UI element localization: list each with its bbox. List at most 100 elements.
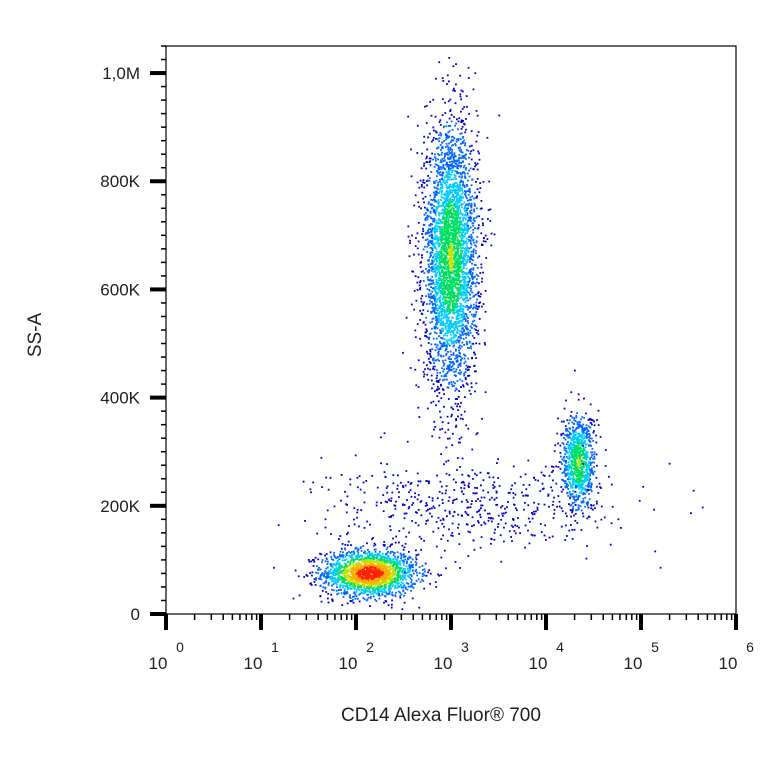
event-point <box>465 336 467 339</box>
event-point <box>377 594 380 597</box>
event-point <box>472 268 475 271</box>
event-point <box>426 155 428 158</box>
event-point <box>451 252 454 255</box>
event-point <box>332 589 335 592</box>
event-point <box>447 100 450 103</box>
event-point <box>475 382 478 385</box>
event-point <box>465 118 467 120</box>
event-point <box>442 317 445 320</box>
event-point <box>452 354 455 356</box>
event-point <box>378 566 381 568</box>
event-point <box>459 369 461 372</box>
event-point <box>475 331 478 334</box>
event-point <box>435 248 438 251</box>
event-point <box>442 237 445 240</box>
event-point <box>462 135 465 138</box>
event-point <box>460 254 462 257</box>
event-point <box>445 230 448 233</box>
event-point <box>368 574 370 576</box>
event-point <box>385 557 387 560</box>
event-point <box>416 152 419 154</box>
event-point <box>462 285 465 287</box>
event-point <box>423 201 425 204</box>
event-point <box>407 585 410 588</box>
event-point <box>449 212 452 214</box>
event-point <box>390 582 393 585</box>
event-point <box>435 319 437 322</box>
event-point <box>330 556 333 558</box>
event-point <box>470 382 473 385</box>
event-point <box>380 567 383 570</box>
event-point <box>347 581 350 584</box>
event-point <box>460 413 463 416</box>
event-point <box>427 201 430 204</box>
event-point <box>437 237 439 240</box>
event-point <box>435 326 438 329</box>
event-point <box>336 583 338 586</box>
event-point <box>369 557 372 560</box>
event-point <box>406 562 408 565</box>
event-point <box>462 318 465 320</box>
event-point <box>457 271 460 273</box>
event-point <box>347 588 349 591</box>
event-point <box>370 583 373 585</box>
event-point <box>469 297 472 300</box>
event-point <box>436 260 439 263</box>
event-point <box>335 557 338 559</box>
event-point <box>386 577 388 579</box>
event-point <box>477 275 480 277</box>
event-point <box>421 565 424 567</box>
event-point <box>396 556 399 559</box>
event-point <box>335 566 338 569</box>
event-point <box>436 138 439 141</box>
event-point <box>449 191 451 193</box>
event-point <box>434 153 436 156</box>
event-point <box>459 95 462 98</box>
event-point <box>465 299 468 302</box>
event-point <box>467 220 469 222</box>
event-point <box>398 586 400 588</box>
event-point <box>376 566 379 569</box>
event-point <box>479 295 482 298</box>
event-point <box>349 600 352 602</box>
event-point <box>403 556 406 559</box>
event-point <box>456 356 459 359</box>
event-point <box>455 217 458 220</box>
event-point <box>461 323 464 325</box>
event-point <box>453 329 456 332</box>
event-point <box>439 173 441 176</box>
event-point <box>444 271 447 274</box>
event-point <box>444 256 447 259</box>
event-point <box>473 263 476 266</box>
event-point <box>472 88 475 91</box>
event-point <box>372 555 375 558</box>
event-point <box>437 266 439 269</box>
event-point <box>445 187 448 190</box>
event-point <box>430 312 433 314</box>
event-point <box>443 201 446 203</box>
event-point <box>324 576 327 578</box>
event-point <box>472 224 474 227</box>
event-point <box>359 575 362 577</box>
event-point <box>447 246 450 249</box>
event-point <box>397 555 400 558</box>
event-point <box>432 367 434 370</box>
event-point <box>454 326 457 329</box>
event-point <box>455 302 458 305</box>
event-point <box>425 316 427 319</box>
event-point <box>345 565 347 568</box>
event-point <box>471 262 473 265</box>
event-point <box>456 286 459 289</box>
event-point <box>456 204 459 207</box>
event-point <box>432 243 434 246</box>
event-point <box>461 291 464 294</box>
event-point <box>433 308 436 311</box>
event-point <box>455 269 458 272</box>
event-point <box>460 262 463 265</box>
event-point <box>442 160 444 162</box>
event-point <box>447 203 449 205</box>
event-point <box>445 278 448 281</box>
event-point <box>467 251 470 254</box>
event-point <box>433 362 435 365</box>
event-point <box>356 584 359 586</box>
